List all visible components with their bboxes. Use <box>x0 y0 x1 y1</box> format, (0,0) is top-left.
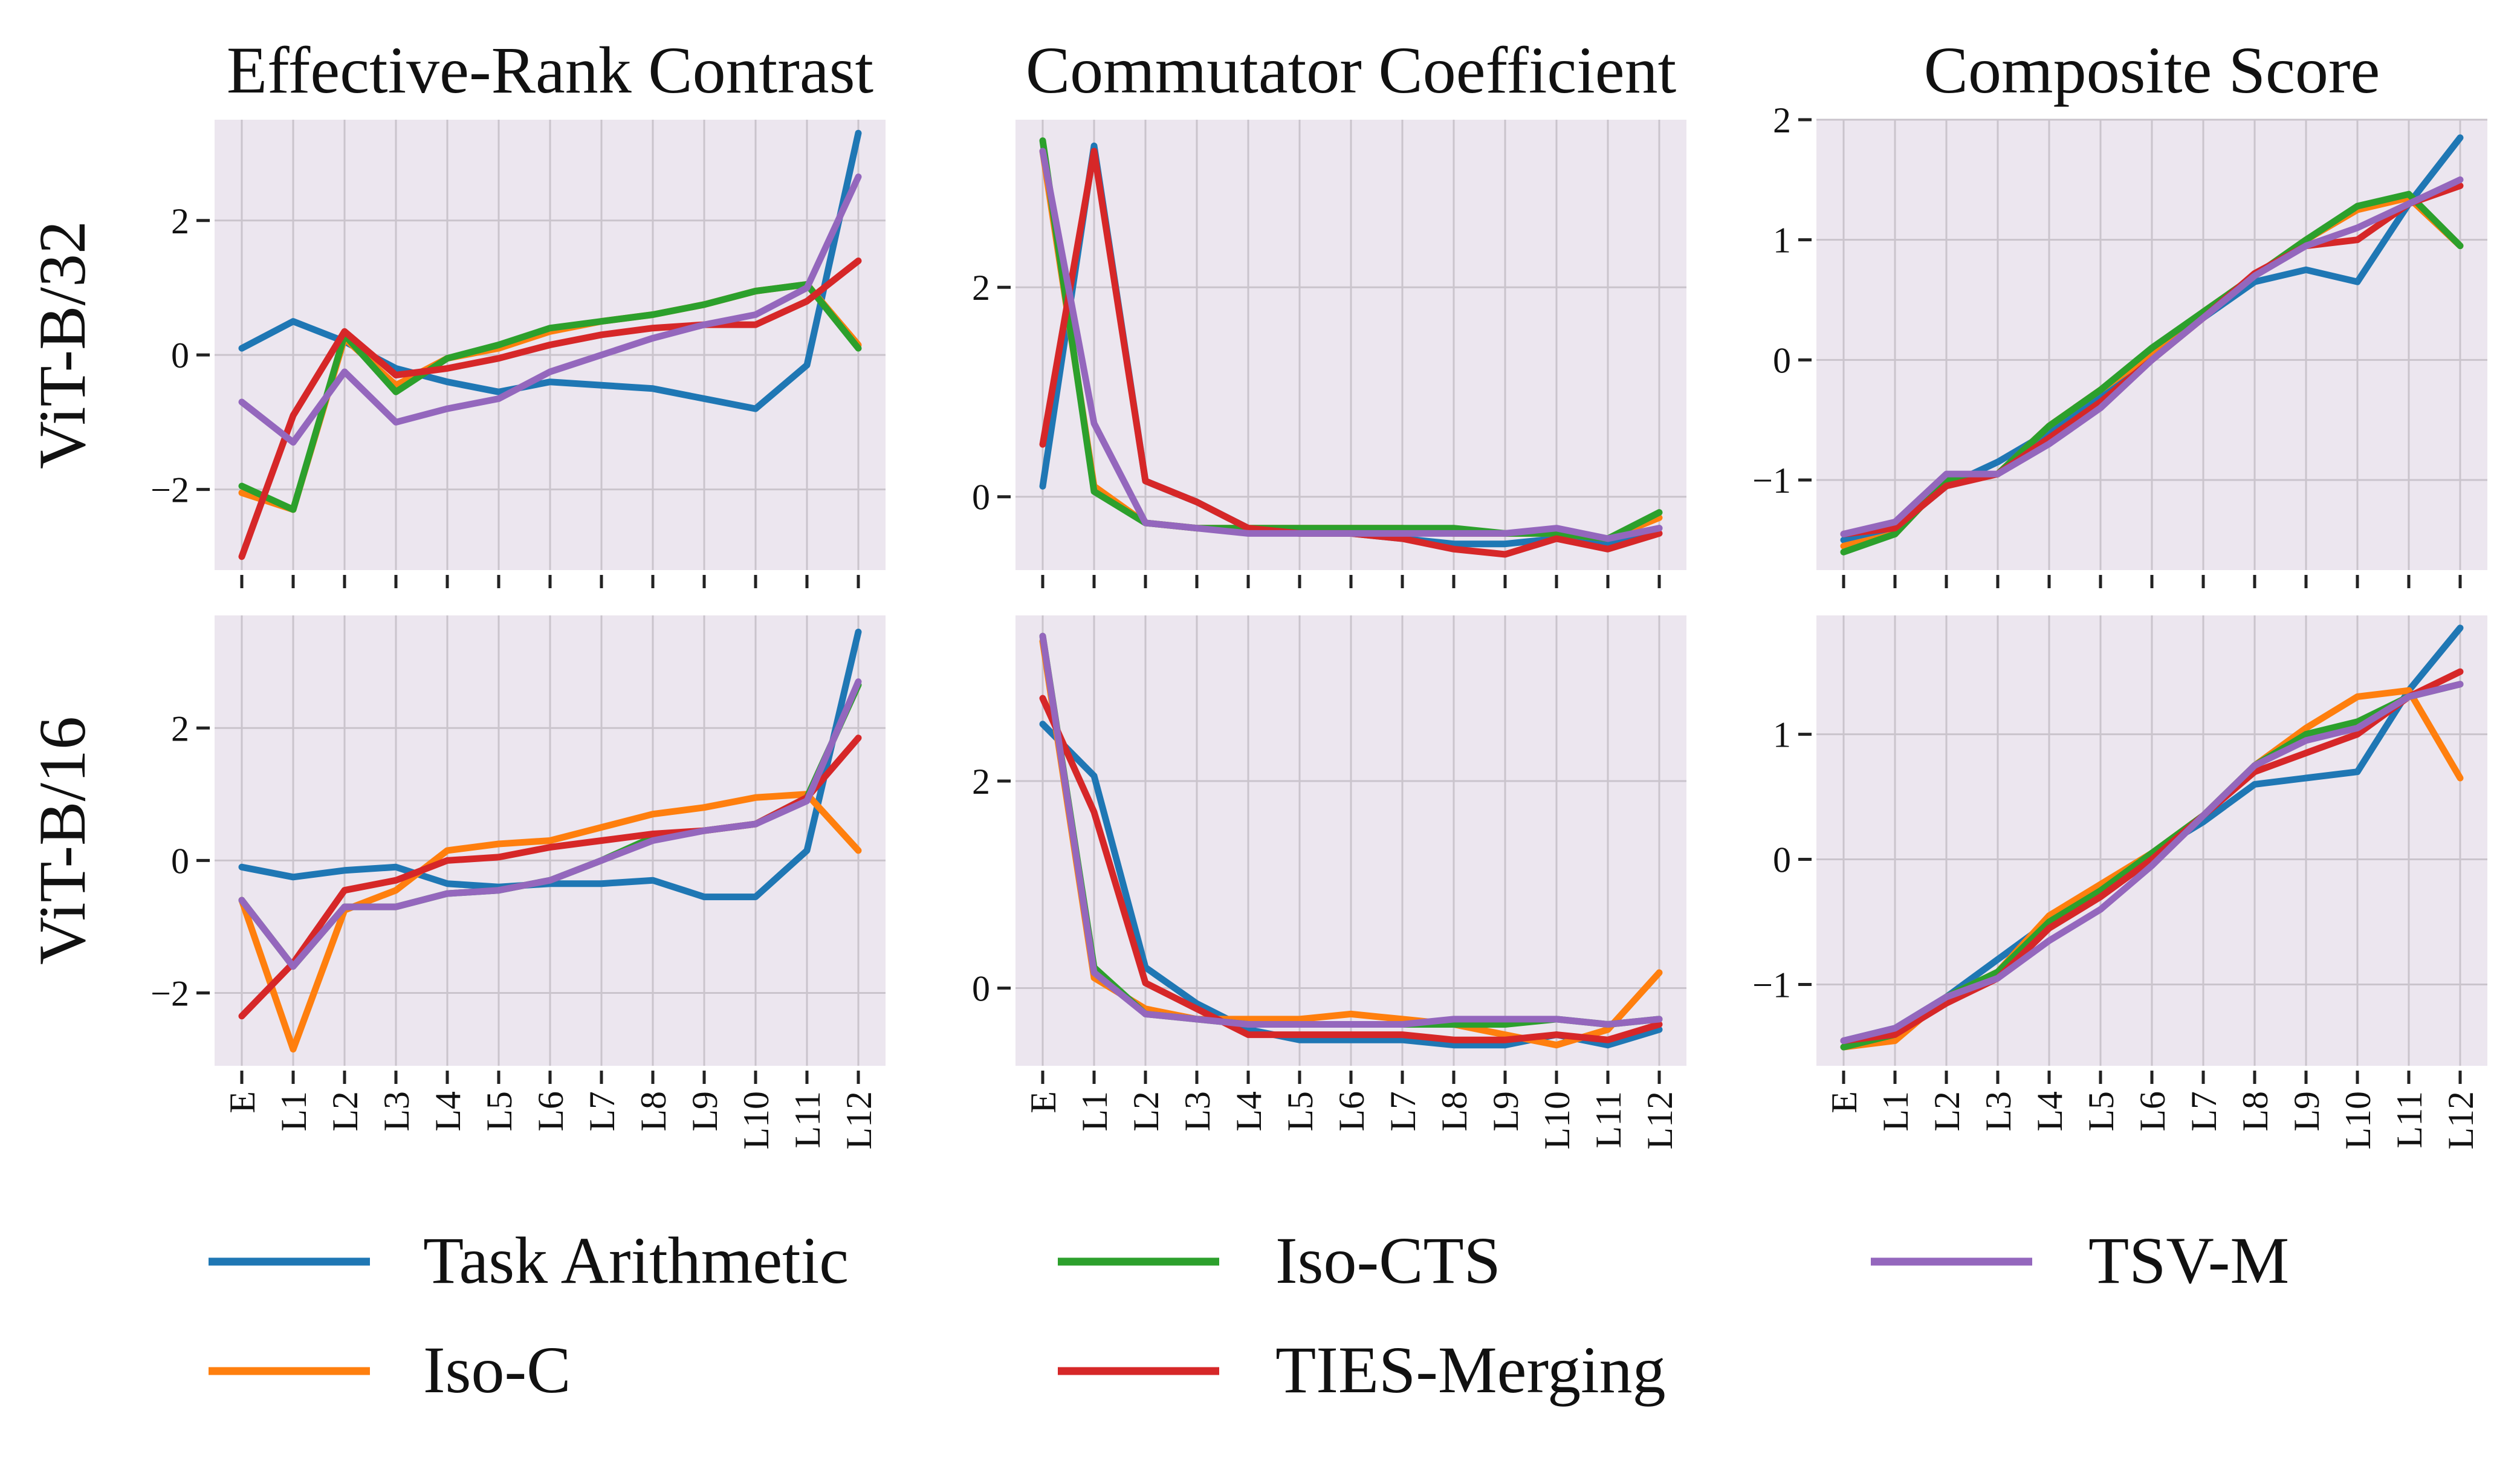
x-tick-label: E <box>222 1091 262 1114</box>
series-line-tsv-m <box>1840 176 2464 537</box>
x-tick-label: L7 <box>582 1091 622 1132</box>
legend-label: TIES-Merging <box>1275 1333 1666 1407</box>
legend-label: TSV-M <box>2088 1224 2289 1297</box>
x-tick-label: L3 <box>377 1091 416 1132</box>
x-tick-label: L8 <box>2235 1091 2275 1132</box>
x-tick-label: L12 <box>839 1091 879 1150</box>
y-tick-label: 0 <box>1773 840 1791 880</box>
y-tick-label: 2 <box>972 762 990 802</box>
y-tick-label: 1 <box>1773 221 1791 261</box>
series-line-tsv-m <box>1039 632 1663 1028</box>
y-tick-label: 0 <box>1773 340 1791 380</box>
series-line-iso-cts <box>1840 190 2464 556</box>
x-tick-label: L6 <box>1332 1091 1372 1132</box>
y-tick-label: −2 <box>151 470 189 510</box>
subplot-title: Commutator Coefficient <box>1026 33 1676 107</box>
subplot-r1c2: E L1 L2 L3 L4 L5 L6 L7 L8 L9 L10 L11 L12 1 0 −1 <box>1752 615 2487 1150</box>
x-tick-label: L2 <box>325 1091 365 1132</box>
y-tick-label: 2 <box>972 268 990 308</box>
x-tick-label: L10 <box>2338 1091 2378 1150</box>
x-tick-label: L6 <box>2133 1091 2172 1132</box>
panels: 2 0 −2 Effective-Rank Contrast ViT-B/32 2 0 Com… <box>25 33 2487 1150</box>
x-tick-label: L12 <box>1640 1091 1680 1150</box>
x-tick-label: L4 <box>1229 1091 1269 1132</box>
series-line-ties-merging <box>1840 668 2464 1045</box>
y-tick-label: 2 <box>171 201 189 241</box>
series-line-iso-c <box>1039 638 1663 1049</box>
legend-label: Task Arithmetic <box>423 1224 849 1297</box>
x-tick-label: L1 <box>1876 1091 1916 1132</box>
x-tick-label: L1 <box>274 1091 314 1132</box>
y-tick-label: 0 <box>171 336 189 375</box>
x-tick-label: E <box>1824 1091 1864 1114</box>
x-tick-label: L4 <box>2030 1091 2070 1132</box>
series-line-tsv-m <box>1840 681 2464 1045</box>
x-tick-label: L4 <box>428 1091 468 1132</box>
y-tick-label: −1 <box>1752 965 1791 1005</box>
x-tick-label: L1 <box>1075 1091 1115 1132</box>
subplot-r0c1: 2 0 Commutator Coefficient <box>972 33 1686 588</box>
y-tick-label: 0 <box>972 478 990 517</box>
series-line-tsv-m <box>238 173 862 446</box>
x-tick-label: L5 <box>2081 1091 2121 1132</box>
y-tick-label: 0 <box>171 841 189 881</box>
y-tick-label: −1 <box>1752 461 1791 501</box>
subplot-r1c1: E L1 L2 L3 L4 L5 L6 L7 L8 L9 L10 L11 L12 2 0 <box>972 615 1686 1150</box>
y-tick-label: 2 <box>1773 100 1791 140</box>
y-tick-label: 1 <box>1773 715 1791 755</box>
legend-label: Iso-CTS <box>1275 1224 1501 1297</box>
x-tick-label: L10 <box>1537 1091 1577 1150</box>
x-tick-label: L2 <box>1927 1091 1967 1132</box>
x-tick-label: L3 <box>1978 1091 2018 1132</box>
x-tick-label: L8 <box>633 1091 673 1132</box>
x-tick-label: L9 <box>1486 1091 1526 1132</box>
x-tick-label: L11 <box>1589 1091 1628 1148</box>
y-tick-label: −2 <box>151 973 189 1013</box>
subplot-title: Effective-Rank Contrast <box>227 33 873 107</box>
x-tick-label: L11 <box>2389 1091 2429 1148</box>
series-line-ties-merging <box>1039 695 1663 1043</box>
subplot-title: Composite Score <box>1924 33 2380 107</box>
x-tick-label: L12 <box>2441 1091 2481 1150</box>
legend: Task Arithmetic Iso-C Iso-CTS TIES-Mergi… <box>209 1224 2289 1407</box>
x-tick-label: L5 <box>1280 1091 1320 1132</box>
row-label: ViT-B/32 <box>25 221 99 469</box>
y-tick-label: 2 <box>171 709 189 748</box>
x-tick-label: L6 <box>531 1091 571 1132</box>
x-tick-label: L8 <box>1434 1091 1474 1132</box>
x-tick-label: L9 <box>2287 1091 2327 1132</box>
x-tick-label: L3 <box>1177 1091 1217 1132</box>
x-tick-label: L2 <box>1126 1091 1166 1132</box>
series-line-tsv-m <box>1039 148 1663 542</box>
subplot-r1c0: E L1 L2 L3 L4 L5 L6 L7 L8 L9 L10 L11 L12 2 0 −2 ViT-B/16 <box>25 615 886 1150</box>
x-tick-label: L5 <box>479 1091 519 1132</box>
x-tick-label: E <box>1023 1091 1063 1114</box>
subplot-r0c2: 2 1 0 −1 Composite Score <box>1752 33 2487 588</box>
y-tick-label: 0 <box>972 969 990 1009</box>
x-tick-label: L7 <box>2184 1091 2224 1132</box>
x-tick-label: L7 <box>1383 1091 1423 1132</box>
legend-label: Iso-C <box>423 1333 571 1407</box>
row-label: ViT-B/16 <box>25 716 99 965</box>
x-tick-label: L11 <box>788 1091 828 1148</box>
series-line-tsv-m <box>238 678 862 970</box>
series-line-ties-merging <box>238 258 862 560</box>
x-tick-label: L9 <box>685 1091 725 1132</box>
subplot-r0c0: 2 0 −2 Effective-Rank Contrast ViT-B/32 <box>25 33 886 588</box>
x-tick-label: L10 <box>736 1091 776 1150</box>
